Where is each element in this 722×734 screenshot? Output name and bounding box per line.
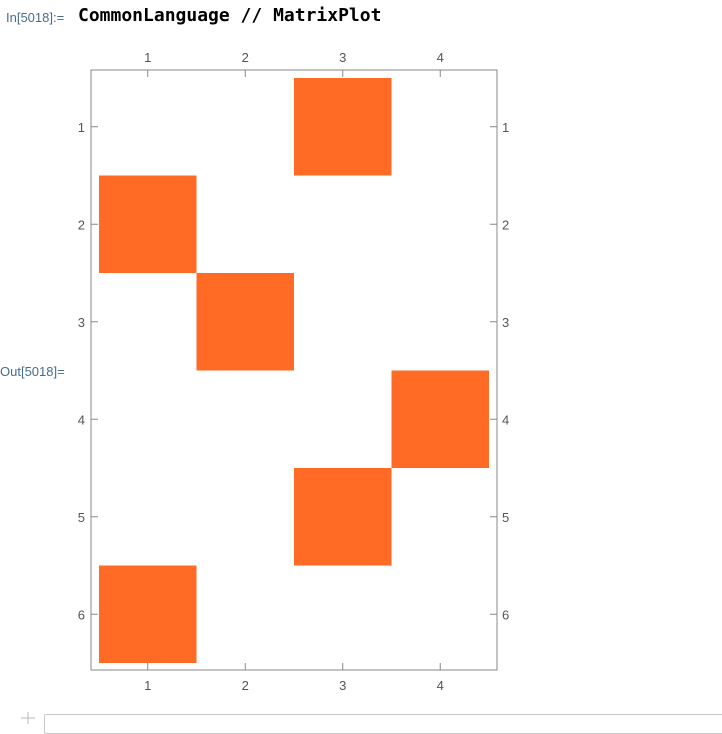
x-tick-label-bottom-3: 3 bbox=[339, 678, 346, 693]
x-tick-label-top-1: 1 bbox=[144, 50, 151, 65]
y-tick-label-left-1: 1 bbox=[78, 120, 85, 135]
x-tick-label-bottom-2: 2 bbox=[242, 678, 249, 693]
matrix-cell-r2-c1 bbox=[99, 175, 197, 273]
y-tick-label-right-2: 2 bbox=[502, 217, 509, 232]
input-code[interactable]: CommonLanguage // MatrixPlot bbox=[78, 5, 382, 26]
output-cell-label: Out[5018]= bbox=[0, 364, 65, 379]
y-tick-label-right-4: 4 bbox=[502, 412, 509, 427]
x-tick-label-top-3: 3 bbox=[339, 50, 346, 65]
matrix-cell-r3-c2 bbox=[196, 273, 294, 371]
matrix-cell-r6-c1 bbox=[99, 565, 197, 663]
x-tick-label-top-4: 4 bbox=[437, 50, 444, 65]
y-tick-label-left-3: 3 bbox=[78, 315, 85, 330]
matrix-cell-r4-c4 bbox=[391, 370, 489, 468]
y-tick-label-left-4: 4 bbox=[78, 412, 85, 427]
y-tick-label-left-6: 6 bbox=[78, 607, 85, 622]
matrix-cell-r1-c3 bbox=[294, 78, 392, 176]
x-tick-label-bottom-4: 4 bbox=[437, 678, 444, 693]
plot-frame bbox=[90, 69, 498, 671]
y-tick-label-right-3: 3 bbox=[502, 315, 509, 330]
matrix-cell-r5-c3 bbox=[294, 468, 392, 566]
x-tick-label-bottom-1: 1 bbox=[144, 678, 151, 693]
x-tick-label-top-2: 2 bbox=[242, 50, 249, 65]
y-tick-label-right-6: 6 bbox=[502, 607, 509, 622]
y-tick-label-right-1: 1 bbox=[502, 120, 509, 135]
y-tick-label-right-5: 5 bbox=[502, 510, 509, 525]
input-cell-label: In[5018]:= bbox=[6, 10, 65, 25]
y-tick-label-left-5: 5 bbox=[78, 510, 85, 525]
y-tick-label-left-2: 2 bbox=[78, 217, 85, 232]
new-cell-input[interactable] bbox=[44, 714, 722, 734]
